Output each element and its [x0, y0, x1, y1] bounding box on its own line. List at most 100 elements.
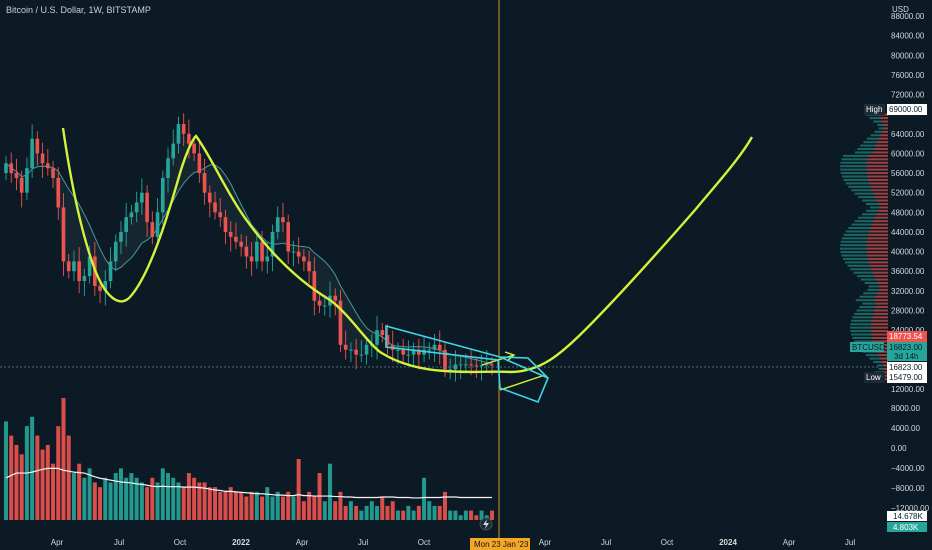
candle-body [255, 241, 259, 262]
volume-bar [150, 477, 155, 520]
volume-profile-buy [842, 257, 868, 260]
volume-bar [328, 463, 332, 520]
volume-profile-sell [871, 336, 888, 339]
volume-profile-buy [840, 165, 867, 168]
volume-bar [411, 510, 416, 520]
volume-bar [233, 491, 238, 520]
volume-profile-buy [845, 230, 869, 233]
projection-arrowhead-up [504, 351, 516, 362]
volume-profile-sell [883, 367, 888, 370]
projection-arrow-down[interactable] [499, 374, 546, 391]
candle-body [349, 349, 353, 351]
volume-profile-sell [867, 175, 888, 178]
volume-bar [176, 482, 181, 520]
candle-body [30, 138, 34, 169]
volume-profile-buy [866, 202, 879, 205]
time-tick-label: Oct [418, 538, 431, 547]
volume-profile-sell [875, 144, 888, 147]
volume-profile-buy [852, 316, 872, 319]
volume-profile-buy [869, 117, 880, 120]
candle-body [286, 222, 290, 252]
volume-bar [375, 505, 380, 520]
volume-profile-buy [859, 306, 876, 309]
price-axis[interactable]: 88000.00 84000.00 80000.00 76000.00 72000.00… [891, 12, 930, 513]
volume-profile-buy [852, 336, 872, 339]
volume-profile-buy [858, 216, 875, 219]
volume-bar [51, 463, 56, 520]
volume-profile-sell [871, 268, 888, 271]
volume-profile-sell [866, 247, 888, 250]
volume-profile-buy [854, 192, 873, 195]
volume-profile-sell [879, 357, 888, 360]
descending-channel[interactable] [385, 324, 549, 404]
candle-body [281, 217, 285, 223]
volume-profile-sell [871, 330, 888, 333]
volume-profile-sell [877, 281, 888, 284]
candle-body [453, 364, 458, 370]
volume-bar [103, 477, 108, 520]
volume-profile-sell [866, 244, 888, 247]
volume-profile-buy [870, 134, 881, 137]
volume-bar [380, 496, 385, 520]
low-tag: Low 15479.00 [864, 372, 927, 383]
volume-bar [401, 510, 406, 520]
volume-profile-sell [872, 340, 888, 343]
volume-bar [265, 487, 270, 520]
drawing-cup-curve[interactable] [61, 127, 754, 374]
volume-bar [437, 505, 442, 520]
candle-body [72, 261, 76, 272]
candle-body [359, 354, 364, 356]
volume-profile-sell [866, 251, 888, 254]
volume-profile-sell [879, 285, 888, 288]
volume-bar [87, 468, 92, 520]
volume-profile-buy [840, 247, 867, 250]
volume-bar [77, 463, 82, 520]
volume-bar [442, 491, 447, 520]
volume-bar [474, 515, 479, 520]
volume-profile-sell [879, 117, 888, 120]
volume-bar [30, 416, 35, 520]
symbol-title: Bitcoin / U.S. Dollar, 1W, BITSTAMP [6, 5, 151, 15]
current-price-value: 16823.00 [889, 363, 923, 372]
candle-body [40, 153, 45, 164]
candle-body [469, 364, 473, 366]
volume-profile-buy [854, 220, 873, 223]
volume-bar [359, 510, 364, 520]
volume-profile-buy [851, 189, 872, 192]
ma-cloud-fill [6, 123, 492, 370]
volume-bar [427, 501, 432, 520]
volume-profile-sell [876, 141, 888, 144]
candle-body [202, 173, 207, 193]
volume-profile-buy [863, 141, 877, 144]
volume-profile-buy [841, 175, 868, 178]
volume-profile-buy [840, 161, 867, 164]
candle-body [77, 261, 81, 282]
volume-profile-sell [866, 172, 888, 175]
volume-bar [312, 496, 317, 520]
volume-profile-buy [851, 223, 872, 226]
candle-body [270, 231, 275, 257]
volume-profile-sell [868, 230, 888, 233]
volume-profile-buy [877, 123, 884, 126]
volume-profile-buy [869, 357, 880, 360]
candle-body [124, 217, 128, 232]
last-marker-value: 18773.54 [889, 332, 923, 341]
volume-profile-buy [840, 168, 867, 171]
time-axis[interactable]: Apr Jul Oct 2022 Apr Jul Oct Apr Jul Oct 2024 Apr Ju… [51, 538, 856, 547]
candle-body [427, 349, 432, 351]
volume-bar [223, 491, 228, 520]
candle-body [66, 261, 71, 272]
candle-body [51, 168, 55, 178]
volume-profile-sell [871, 189, 888, 192]
price-tick-label: 40000.00 [891, 248, 925, 257]
volume-profile-sell [871, 223, 888, 226]
candle-body [249, 256, 254, 262]
volume-ma-tag: 4.803K [887, 522, 927, 532]
lightning-icon[interactable] [479, 517, 493, 531]
volume-bar [145, 487, 150, 520]
volume-bar [458, 515, 463, 520]
volume-bar [296, 459, 301, 520]
volume-profile-sell [867, 237, 888, 240]
price-tick-label: 44000.00 [891, 228, 925, 237]
